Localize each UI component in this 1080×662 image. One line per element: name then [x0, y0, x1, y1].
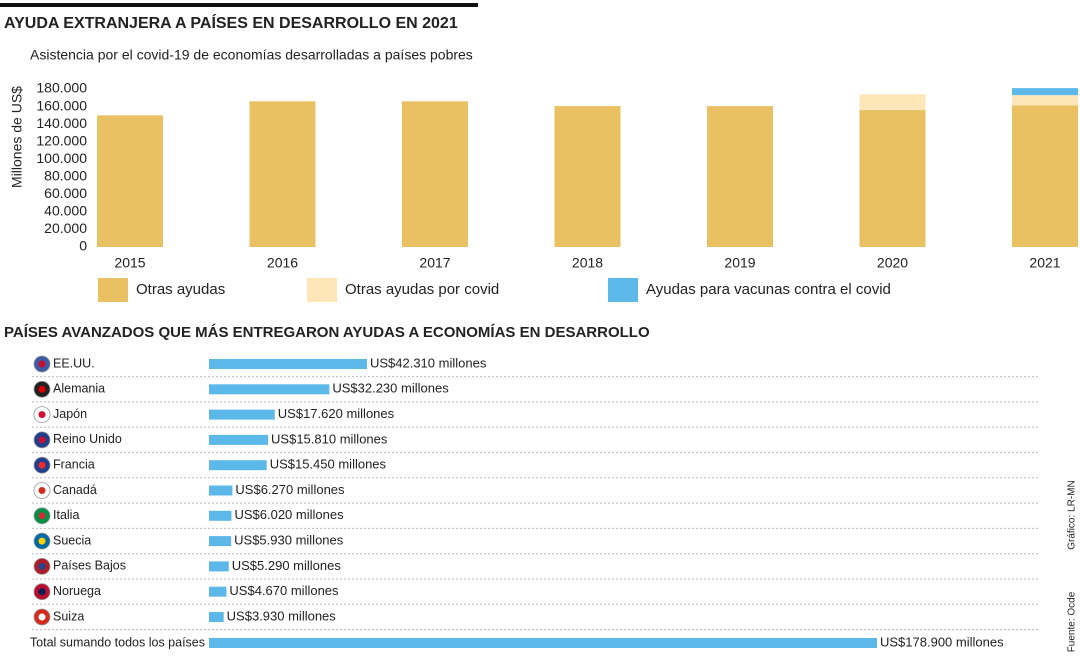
legend-swatch [307, 278, 337, 302]
bar [209, 612, 224, 622]
x-tick-label: 2020 [877, 255, 908, 271]
value-label: US$4.670 millones [229, 583, 339, 598]
flag [38, 411, 46, 419]
bar-segment [707, 106, 773, 247]
y-tick-label: 80.000 [44, 167, 87, 183]
legend-label: Otras ayudas [136, 281, 225, 298]
legend-label: Ayudas para vacunas contra el covid [646, 281, 891, 298]
x-tick-label: 2015 [114, 255, 145, 271]
y-tick-label: 0 [79, 238, 87, 254]
bar-segment [1012, 105, 1078, 247]
value-label: US$3.930 millones [227, 608, 337, 623]
category-label: Noruega [53, 584, 101, 598]
flag [38, 537, 46, 545]
source: Fuente: Ocde [1067, 591, 1078, 652]
flag [38, 562, 46, 570]
category-label: Países Bajos [53, 559, 126, 573]
flag [38, 436, 46, 444]
category-label: Francia [53, 457, 95, 471]
y-tick-label: 140.000 [36, 115, 87, 131]
x-tick-label: 2019 [724, 255, 755, 271]
y-axis-label: Millones de US$ [9, 86, 25, 188]
bar [209, 434, 269, 445]
bar-segment [97, 115, 163, 247]
category-label: Italia [53, 508, 79, 522]
bar [209, 359, 367, 369]
bar [209, 409, 275, 420]
value-label: US$42.310 millones [370, 355, 487, 370]
category-label: Suecia [53, 533, 91, 547]
category-label: Alemania [53, 382, 105, 396]
legend-swatch [98, 278, 128, 302]
legend-swatch [608, 278, 638, 302]
bar [209, 384, 330, 395]
value-label: US$6.020 millones [234, 507, 344, 522]
chart-title: AYUDA EXTRANJERA A PAÍSES EN DESARROLLO … [4, 13, 458, 32]
value-label: US$15.450 millones [270, 457, 387, 472]
bar-segment [402, 101, 468, 248]
top-rule [0, 3, 478, 7]
x-tick-label: 2016 [267, 255, 298, 271]
value-label: US$17.620 millones [278, 406, 395, 421]
bar [209, 561, 229, 572]
bar [209, 460, 267, 471]
flag [38, 487, 46, 494]
value-label: US$6.270 millones [235, 482, 345, 497]
chart-subtitle: Asistencia por el covid-19 de economías … [30, 47, 473, 63]
category-label: Japón [53, 407, 87, 421]
flag [38, 360, 46, 368]
y-tick-label: 180.000 [36, 80, 87, 96]
flag [38, 613, 46, 621]
category-label: Reino Unido [53, 432, 122, 446]
value-label: US$178.900 millones [880, 634, 1004, 649]
value-label: US$5.930 millones [234, 533, 344, 548]
value-label: US$15.810 millones [271, 431, 388, 446]
y-tick-label: 160.000 [36, 97, 87, 113]
bar [209, 536, 232, 547]
flag [38, 588, 46, 596]
y-tick-label: 40.000 [44, 203, 87, 219]
bar [209, 485, 233, 496]
bar [209, 586, 227, 597]
y-tick-label: 20.000 [44, 220, 87, 236]
bar-segment [1012, 95, 1078, 106]
bar-segment [554, 106, 621, 247]
flag [38, 461, 46, 469]
x-tick-label: 2021 [1029, 255, 1060, 271]
value-label: US$5.290 millones [232, 558, 342, 573]
chart-title: PAÍSES AVANZADOS QUE MÁS ENTREGARON AYUD… [4, 324, 650, 341]
legend-label: Otras ayudas por covid [345, 281, 499, 298]
value-label: US$32.230 millones [332, 381, 449, 396]
category-label: Suiza [53, 609, 84, 623]
bar-segment [859, 110, 926, 247]
y-tick-label: 60.000 [44, 185, 87, 201]
bar-segment [1012, 88, 1078, 96]
bar [209, 510, 232, 521]
category-label: Total sumando todos los países [30, 635, 205, 649]
category-label: Canadá [53, 483, 97, 497]
x-tick-label: 2017 [419, 255, 450, 271]
credit: Gráfico: LR-MN [1067, 480, 1078, 549]
x-tick-label: 2018 [572, 255, 603, 271]
bar [209, 638, 877, 648]
y-tick-label: 120.000 [36, 132, 87, 148]
bar-segment [859, 94, 926, 111]
y-tick-label: 100.000 [36, 150, 87, 166]
flag [38, 385, 46, 393]
bar-segment [249, 101, 316, 248]
flag [38, 512, 46, 520]
category-label: EE.UU. [53, 356, 95, 370]
